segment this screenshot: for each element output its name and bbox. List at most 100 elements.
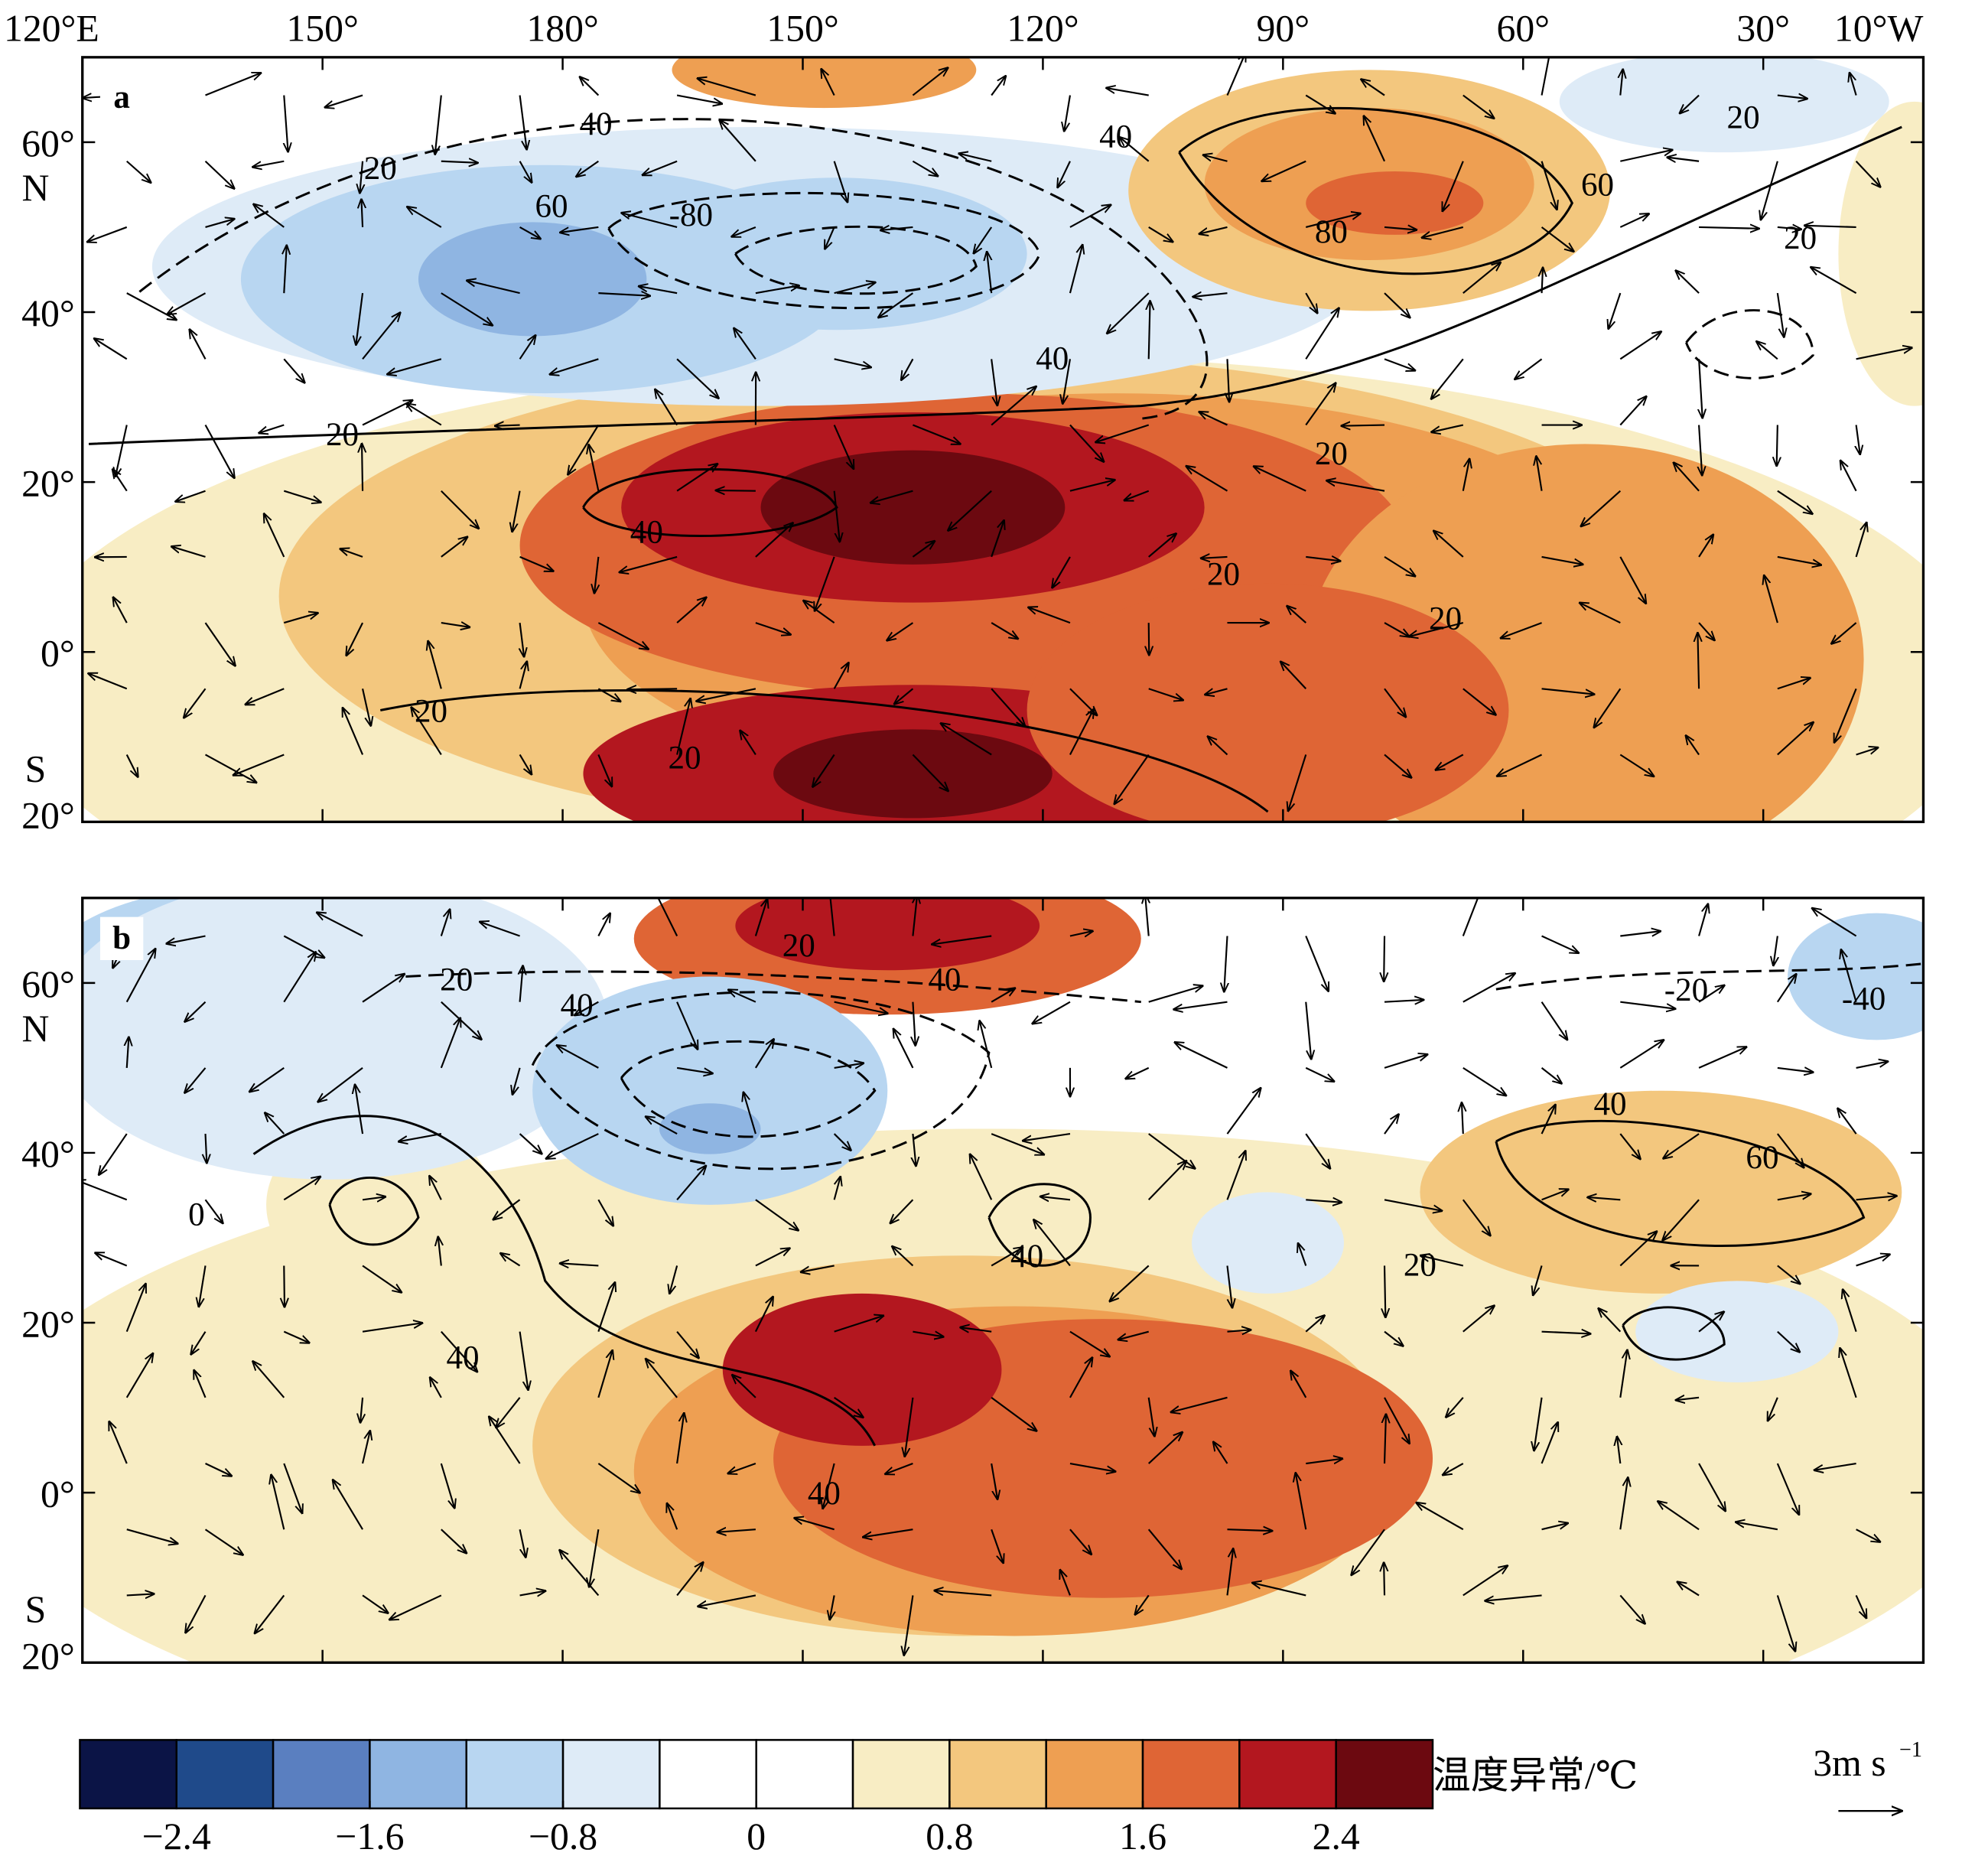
colorbar-box — [659, 1739, 757, 1810]
wind-vector — [1812, 908, 1857, 937]
wind-vector — [283, 613, 317, 624]
wind-vector — [1147, 1529, 1182, 1569]
wind-vector — [347, 622, 364, 656]
temperature-anomaly-shade — [1635, 1281, 1839, 1382]
temperature-anomaly-shade — [672, 57, 977, 109]
height-contour — [607, 191, 1041, 310]
wind-vector — [878, 292, 914, 317]
wind-vector — [167, 935, 206, 944]
wind-vector — [991, 1396, 1036, 1431]
contour-label: 40 — [808, 1476, 841, 1512]
temperature-anomaly-shade — [1192, 1192, 1344, 1294]
wind-vector — [171, 546, 206, 558]
colorbar-tick-label: 2.4 — [1313, 1815, 1360, 1857]
colorbar-tick-label: −2.4 — [142, 1815, 211, 1857]
wind-vector — [1777, 555, 1821, 565]
wind-vector — [520, 622, 525, 656]
wind-vector — [676, 698, 690, 755]
wind-vector — [194, 1370, 207, 1398]
wind-vector — [362, 689, 371, 725]
x-tick-label: 180° — [526, 7, 598, 49]
contour-label: -40 — [1842, 982, 1886, 1017]
wind-vector — [1280, 662, 1307, 690]
wind-vector — [520, 966, 523, 1002]
wind-vector — [519, 662, 527, 689]
wind-vector — [560, 226, 599, 233]
wind-vector — [206, 1134, 207, 1163]
wind-vector — [441, 537, 467, 558]
wind-vector — [1126, 1066, 1150, 1079]
wind-vector — [259, 424, 285, 434]
wind-vector — [1362, 80, 1385, 96]
wind-vector — [1147, 1397, 1155, 1436]
wind-vector — [1124, 490, 1150, 500]
wind-vector — [589, 444, 600, 491]
wind-vector — [438, 1237, 441, 1266]
wind-vector — [185, 1067, 207, 1093]
wind-vector — [265, 1113, 285, 1135]
wind-vector — [204, 425, 235, 478]
wind-vector — [1777, 1330, 1800, 1353]
contour-label: 40 — [928, 962, 961, 998]
wind-vector — [283, 935, 324, 958]
wind-vector — [1856, 425, 1860, 454]
wind-vector — [622, 213, 678, 228]
wind-vector — [1619, 1477, 1628, 1530]
wind-vector — [1699, 359, 1703, 418]
temperature-anomaly-shade — [82, 897, 609, 1180]
wind-vector — [1541, 555, 1583, 565]
wind-vector — [1541, 226, 1574, 252]
y-tick-label: 60° — [21, 963, 75, 1005]
wind-vector — [1069, 480, 1114, 492]
wind-vector — [1698, 535, 1713, 558]
wind-vector — [1306, 1200, 1342, 1202]
y-tick-label: 0° — [41, 1473, 75, 1515]
colorbar-tick-label: −0.8 — [529, 1815, 597, 1857]
map-panel: 20 40 60 -80 40 60 80 20 20 40 20 40 20 20 20 20 20 — [82, 57, 1924, 822]
wind-vector — [1422, 226, 1464, 238]
wind-vector — [1581, 490, 1622, 526]
wind-vector — [441, 292, 493, 325]
map-frame — [81, 897, 1925, 1664]
wind-vector — [803, 601, 835, 623]
wind-vector — [948, 490, 992, 531]
wind-vector — [991, 1248, 1023, 1267]
wind-vector — [441, 623, 470, 627]
wind-vector — [1541, 1523, 1568, 1531]
wind-vector — [1777, 1265, 1800, 1284]
wind-vector — [894, 688, 914, 704]
wind-vector — [1777, 1194, 1811, 1201]
wind-vector — [1384, 1265, 1385, 1317]
wind-vector — [519, 95, 527, 150]
wind-vector — [204, 1199, 223, 1223]
wind-vector — [1298, 1243, 1307, 1266]
wind-vector — [1698, 985, 1724, 1003]
wind-vector — [1541, 57, 1550, 96]
wind-vector — [1288, 754, 1307, 810]
wind-vector — [1619, 1133, 1640, 1159]
wind-vector — [1463, 94, 1494, 119]
wind-vector — [512, 1067, 521, 1095]
wind-vector — [1254, 467, 1306, 492]
wind-vector — [743, 1092, 756, 1135]
temperature-anomaly-shade — [1420, 1090, 1902, 1294]
wind-vector — [489, 1417, 521, 1464]
wind-vector — [1069, 245, 1082, 294]
wind-vector — [1541, 1105, 1556, 1135]
colorbar-box — [851, 1739, 951, 1810]
wind-vector — [1463, 262, 1501, 294]
colorbar-box — [272, 1739, 371, 1810]
wind-vector — [698, 78, 756, 96]
wind-vector — [1384, 1397, 1409, 1444]
wind-vector — [941, 723, 992, 756]
wind-vector — [113, 597, 128, 623]
wind-vector — [1149, 301, 1150, 360]
wind-vector — [863, 1529, 913, 1537]
wind-vector — [961, 1327, 992, 1331]
wind-vector — [1342, 425, 1385, 426]
wind-vector — [913, 897, 917, 936]
temperature-anomaly-shade — [418, 222, 647, 337]
wind-vector — [1814, 1462, 1856, 1470]
wind-vector — [1620, 70, 1622, 96]
wind-vector — [568, 424, 600, 475]
